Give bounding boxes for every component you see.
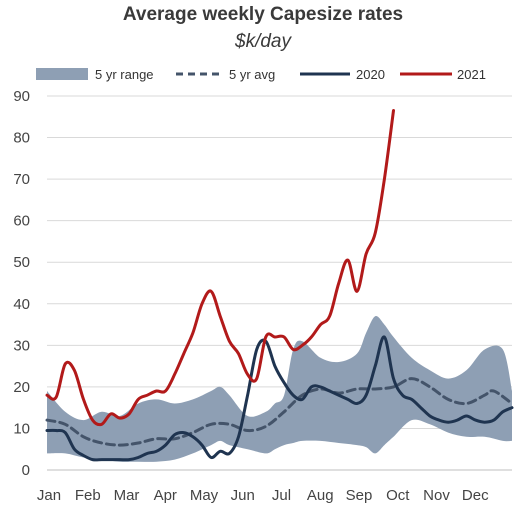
- range-band: [47, 316, 512, 462]
- series-2020: [45, 335, 514, 462]
- x-tick-label: Jan: [37, 487, 61, 504]
- series-5-yr-range: [47, 316, 512, 462]
- y-tick-label: 30: [13, 337, 30, 354]
- series-2021: [45, 109, 395, 427]
- y-tick-label: 40: [13, 296, 30, 313]
- y-tick-label: 80: [13, 130, 30, 147]
- x-tick-label: Oct: [386, 487, 410, 504]
- chart-title: Average weekly Capesize rates: [122, 4, 404, 25]
- legend-label: 2020: [356, 67, 385, 82]
- legend: 5 yr range 5 yr avg 2020 2021: [36, 67, 486, 82]
- chart-subtitle: $k/day: [235, 31, 291, 52]
- x-tick-label: Jul: [272, 487, 291, 504]
- x-tick-label: Nov: [423, 487, 450, 504]
- y-tick-label: 50: [13, 254, 30, 271]
- x-tick-label: May: [190, 487, 219, 504]
- axes: 0 10 20 30 40 50 60 70 80 90 Jan Feb Mar Apr May Jun Jul…: [13, 88, 512, 504]
- legend-swatch: [36, 68, 88, 80]
- series-5-yr-avg: [45, 377, 514, 447]
- x-tick-label: Dec: [462, 487, 489, 504]
- y-tick-label: 10: [13, 420, 30, 437]
- y-tick-label: 70: [13, 171, 30, 188]
- x-tick-label: Sep: [346, 487, 373, 504]
- y-tick-label: 20: [13, 379, 30, 396]
- legend-label: 5 yr range: [95, 67, 154, 82]
- legend-label: 2021: [457, 67, 486, 82]
- y-tick-label: 60: [13, 213, 30, 230]
- legend-label: 5 yr avg: [229, 67, 275, 82]
- y-tick-label: 0: [22, 462, 30, 479]
- y-tick-label: 90: [13, 88, 30, 105]
- x-tick-label: Jun: [231, 487, 255, 504]
- x-tick-label: Apr: [154, 487, 177, 504]
- series-lines: [45, 109, 514, 462]
- x-tick-label: Feb: [75, 487, 101, 504]
- x-tick-label: Aug: [307, 487, 334, 504]
- x-tick-label: Mar: [114, 487, 140, 504]
